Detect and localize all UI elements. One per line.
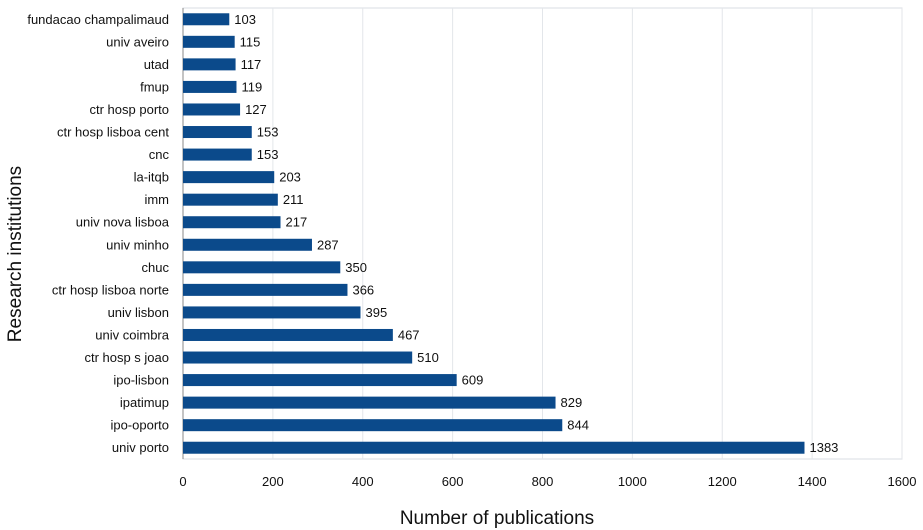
category-label: ctr hosp lisboa norte	[52, 282, 169, 297]
category-label: ipatimup	[120, 395, 169, 410]
data-label: 287	[317, 237, 339, 252]
bar	[183, 171, 275, 184]
data-label: 366	[352, 282, 374, 297]
category-label: cnc	[149, 147, 170, 162]
x-tick-label: 1000	[618, 474, 647, 489]
data-label: 203	[279, 170, 301, 185]
x-tick-label: 200	[262, 474, 284, 489]
bar	[183, 35, 235, 48]
data-label: 510	[417, 350, 439, 365]
bar	[183, 13, 230, 26]
data-label: 211	[283, 192, 304, 207]
data-label: 350	[345, 260, 367, 275]
bar	[183, 441, 805, 454]
category-label: fundacao champalimaud	[27, 12, 169, 27]
bar	[183, 306, 361, 319]
category-label: ctr hosp porto	[90, 102, 170, 117]
data-label: 153	[257, 125, 279, 140]
category-label: ctr hosp s joao	[84, 350, 169, 365]
category-label: fmup	[140, 79, 169, 94]
x-tick-label: 400	[352, 474, 374, 489]
x-tick-label: 1400	[798, 474, 827, 489]
bar	[183, 328, 393, 341]
bar	[183, 374, 457, 387]
data-label: 395	[366, 305, 388, 320]
category-label: utad	[144, 57, 169, 72]
data-label: 467	[398, 327, 420, 342]
category-label: ctr hosp lisboa cent	[57, 125, 169, 140]
data-label: 115	[240, 34, 261, 49]
data-label: 844	[567, 418, 589, 433]
x-tick-label: 600	[442, 474, 464, 489]
x-tick-label: 0	[179, 474, 186, 489]
data-label: 829	[561, 395, 583, 410]
bar	[183, 396, 556, 409]
x-tick-label: 800	[532, 474, 554, 489]
data-label: 119	[241, 79, 262, 94]
bar	[183, 351, 413, 364]
category-label: ipo-oporto	[110, 418, 169, 433]
category-label: univ nova lisboa	[76, 215, 170, 230]
category-label: univ aveiro	[106, 34, 169, 49]
bar	[183, 283, 348, 296]
x-tick-label: 1200	[708, 474, 737, 489]
data-label: 153	[257, 147, 279, 162]
bar	[183, 238, 312, 251]
data-label: 1383	[809, 440, 838, 455]
data-label: 609	[462, 373, 484, 388]
x-tick-label: 1600	[888, 474, 917, 489]
category-label: univ coimbra	[95, 327, 169, 342]
x-axis-title: Number of publications	[399, 508, 595, 529]
category-label: ipo-lisbon	[113, 373, 169, 388]
bar	[183, 419, 563, 432]
bar	[183, 148, 252, 161]
category-label: univ lisbon	[108, 305, 169, 320]
category-label: imm	[144, 192, 169, 207]
category-label: univ minho	[106, 237, 169, 252]
data-label: 117	[241, 57, 262, 72]
bar	[183, 80, 237, 93]
data-label: 127	[245, 102, 267, 117]
bar	[183, 58, 236, 71]
category-label: univ porto	[112, 440, 169, 455]
bar	[183, 216, 281, 229]
bar	[183, 261, 341, 274]
bar	[183, 126, 252, 139]
data-label: 217	[286, 215, 308, 230]
bar	[183, 193, 278, 206]
category-label: la-itqb	[134, 170, 169, 185]
bar	[183, 103, 241, 116]
category-label: chuc	[142, 260, 170, 275]
data-label: 103	[234, 12, 256, 27]
